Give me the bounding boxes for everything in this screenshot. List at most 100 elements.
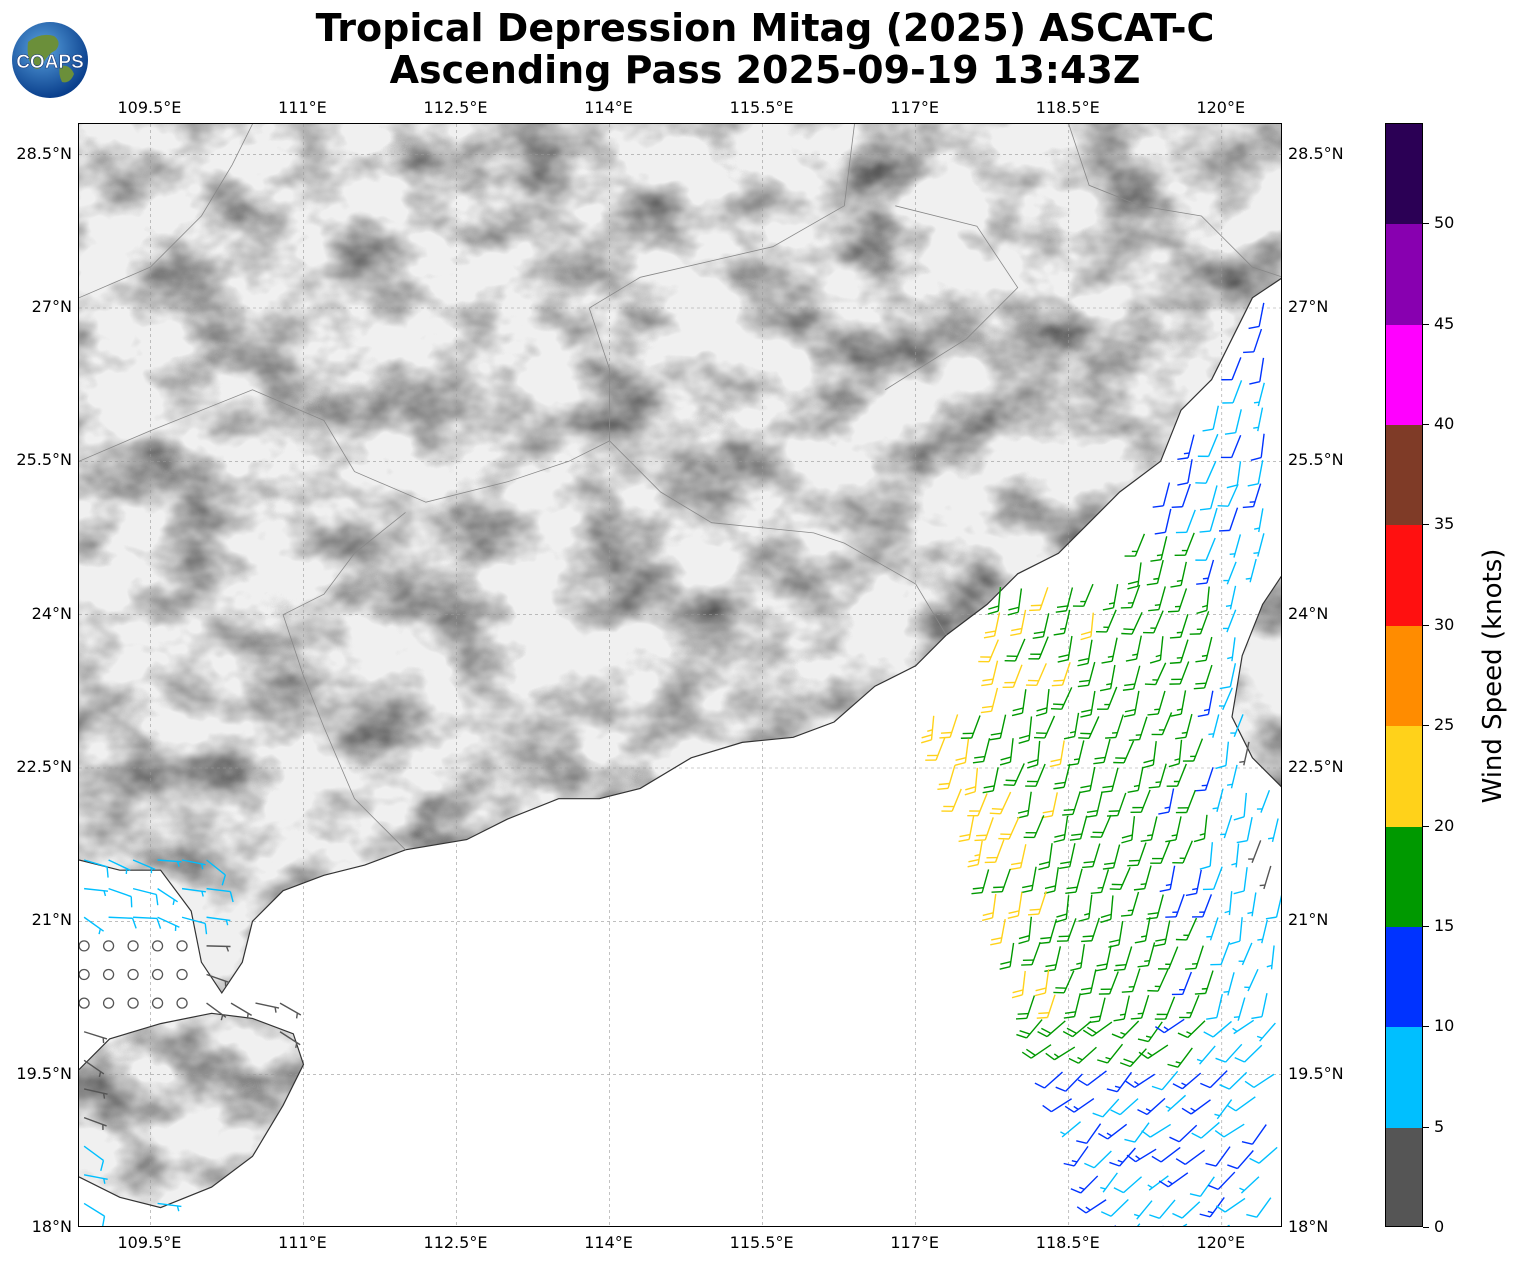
wind-barb <box>1032 613 1050 640</box>
wind-barb <box>1170 561 1187 588</box>
calm-wind-circle <box>176 997 188 1009</box>
wind-barb <box>1177 459 1193 486</box>
wind-barb <box>1023 815 1045 839</box>
colorbar-tick-label: 20 <box>1434 815 1455 835</box>
wind-barb <box>1167 1047 1193 1068</box>
calm-wind-circle <box>151 940 164 952</box>
lat-tick-label-left: 28.5°N <box>16 143 72 163</box>
wind-barb <box>1055 1073 1083 1092</box>
wind-barb <box>1099 664 1116 692</box>
wind-barb <box>1250 433 1265 462</box>
wind-barb <box>1021 1044 1052 1059</box>
wind-barb <box>1218 687 1233 711</box>
wind-barb <box>1233 867 1248 895</box>
wind-barb <box>1127 766 1144 794</box>
wind-barb <box>1177 1020 1206 1039</box>
wind-barb <box>980 687 999 714</box>
wind-barb <box>1229 534 1242 558</box>
wind-barb <box>1166 763 1187 787</box>
wind-barb <box>1051 662 1071 687</box>
wind-barb <box>1208 714 1220 738</box>
colorbar-tick-mark <box>1423 1026 1429 1028</box>
wind-barb <box>991 868 1011 893</box>
wind-barb <box>1090 814 1112 838</box>
wind-barb <box>1256 1022 1276 1042</box>
wind-barb <box>1147 968 1169 992</box>
wind-barb <box>1194 970 1214 995</box>
wind-barb <box>1060 1121 1081 1138</box>
province-border <box>282 512 406 851</box>
lon-tick-label-top: 114°E <box>584 98 633 117</box>
wind-barb <box>1253 407 1264 432</box>
map-panel[interactable] <box>78 123 1282 1227</box>
colorbar-tick-label: 45 <box>1434 313 1455 333</box>
wind-barb <box>1158 788 1175 815</box>
wind-barb <box>974 817 994 842</box>
wind-barb <box>1137 1021 1163 1043</box>
wind-barb <box>1079 766 1096 794</box>
wind-barb <box>1053 815 1069 843</box>
wind-barb <box>984 839 1005 864</box>
chart-title-line-2: Ascending Pass 2025-09-19 13:43Z <box>389 48 1141 92</box>
lon-tick-label-top: 115.5°E <box>729 98 794 117</box>
colorbar-tick-mark <box>1423 223 1429 225</box>
calm-wind-circle <box>102 997 115 1009</box>
wind-barb <box>1220 814 1233 839</box>
wind-barb <box>1192 894 1213 918</box>
hainan-coastline <box>79 1012 305 1209</box>
wind-barb <box>132 887 159 906</box>
wind-barb <box>1227 1150 1254 1170</box>
colorbar-segment <box>1386 1027 1422 1128</box>
wind-barb <box>1128 716 1148 741</box>
wind-barb <box>1080 612 1094 641</box>
colorbar-title: Wind Speed (knots) <box>1478 548 1508 804</box>
wind-barb <box>1130 994 1150 1020</box>
wind-barb <box>1189 1176 1215 1198</box>
wind-barb <box>1193 814 1208 843</box>
wind-barb <box>1232 1019 1255 1035</box>
wind-barb <box>1068 1046 1097 1064</box>
wind-barb <box>1063 712 1080 740</box>
wind-barb <box>1148 586 1166 612</box>
wind-barb <box>1076 1199 1107 1214</box>
wind-barb <box>1199 842 1214 870</box>
wind-barb <box>1056 918 1077 942</box>
colorbar-tick-label: 5 <box>1434 1116 1445 1136</box>
wind-barb <box>1003 763 1025 787</box>
wind-map[interactable] <box>79 124 1282 1227</box>
wind-barb <box>1242 483 1262 509</box>
province-border <box>79 124 253 299</box>
calm-wind-circle <box>151 968 164 981</box>
lon-tick-label-top: 117°E <box>890 98 939 117</box>
wind-barb <box>1123 690 1140 718</box>
wind-barb <box>1248 840 1262 864</box>
wind-barb <box>1165 894 1185 918</box>
wind-barb <box>1149 636 1164 664</box>
wind-barb <box>1223 972 1235 996</box>
wind-barb <box>1062 791 1081 816</box>
wind-barb <box>1077 1070 1107 1087</box>
wind-barb <box>1221 357 1242 381</box>
wind-barb <box>206 945 231 952</box>
wind-barb <box>206 916 231 926</box>
wind-barb <box>157 916 180 931</box>
wind-barb <box>978 639 999 663</box>
wind-barb <box>1151 1070 1179 1091</box>
wind-barb <box>1223 561 1237 585</box>
wind-barb <box>1231 843 1240 868</box>
wind-barb <box>989 791 1012 815</box>
wind-barb <box>1168 739 1183 768</box>
wind-barb <box>1195 537 1216 561</box>
wind-barb <box>1159 865 1176 893</box>
calm-wind-circle <box>79 968 90 981</box>
lat-tick-label-left: 27°N <box>31 297 72 316</box>
colorbar-tick-label: 50 <box>1434 213 1455 233</box>
wind-barb <box>1100 1199 1129 1217</box>
wind-barb <box>1175 713 1193 740</box>
wind-barb <box>157 1202 182 1212</box>
colorbar-tick-mark <box>1423 424 1429 426</box>
wind-barb <box>1069 815 1088 841</box>
globe-icon: COAPS <box>12 22 88 98</box>
wind-barb <box>1053 970 1075 994</box>
lon-tick-label-top: 120°E <box>1196 98 1246 117</box>
